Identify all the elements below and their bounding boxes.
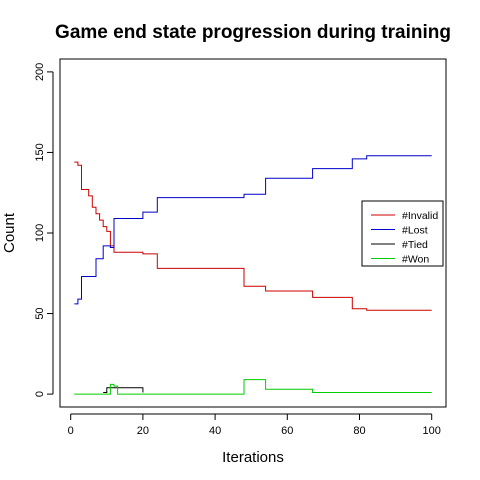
x-tick-label: 0 (68, 425, 74, 437)
y-axis-title: Count (1, 212, 18, 253)
y-tick-label: 100 (34, 224, 46, 242)
y-axis: 0 50 100 150 200 (34, 63, 54, 397)
x-tick-label: 80 (353, 425, 365, 437)
y-tick-label: 0 (34, 391, 46, 397)
series-line-won (74, 379, 432, 395)
x-tick-label: 40 (209, 425, 221, 437)
legend-label-lost: #Lost (402, 225, 428, 237)
x-tick-label: 60 (281, 425, 293, 437)
x-tick-label: 100 (423, 425, 441, 437)
legend-label-tied: #Tied (402, 239, 428, 251)
x-axis-title: Iterations (222, 449, 284, 466)
series-line-lost (74, 155, 432, 305)
legend-box (361, 200, 444, 267)
legend: #Invalid #Lost #Tied #Won (361, 200, 444, 267)
x-axis: 0 20 40 60 80 100 (68, 413, 441, 437)
legend-label-invalid: #Invalid (402, 210, 438, 222)
x-tick-label: 20 (137, 425, 149, 437)
chart-title: Game end state progression during traini… (55, 22, 451, 43)
plot-area-border (59, 58, 447, 408)
y-tick-label: 200 (34, 63, 46, 81)
y-tick-label: 150 (34, 143, 46, 161)
series-line-tied (103, 387, 144, 393)
series-layer (74, 155, 432, 395)
y-tick-label: 50 (34, 307, 46, 319)
legend-label-won: #Won (402, 254, 429, 266)
series-line-invalid (74, 161, 432, 311)
